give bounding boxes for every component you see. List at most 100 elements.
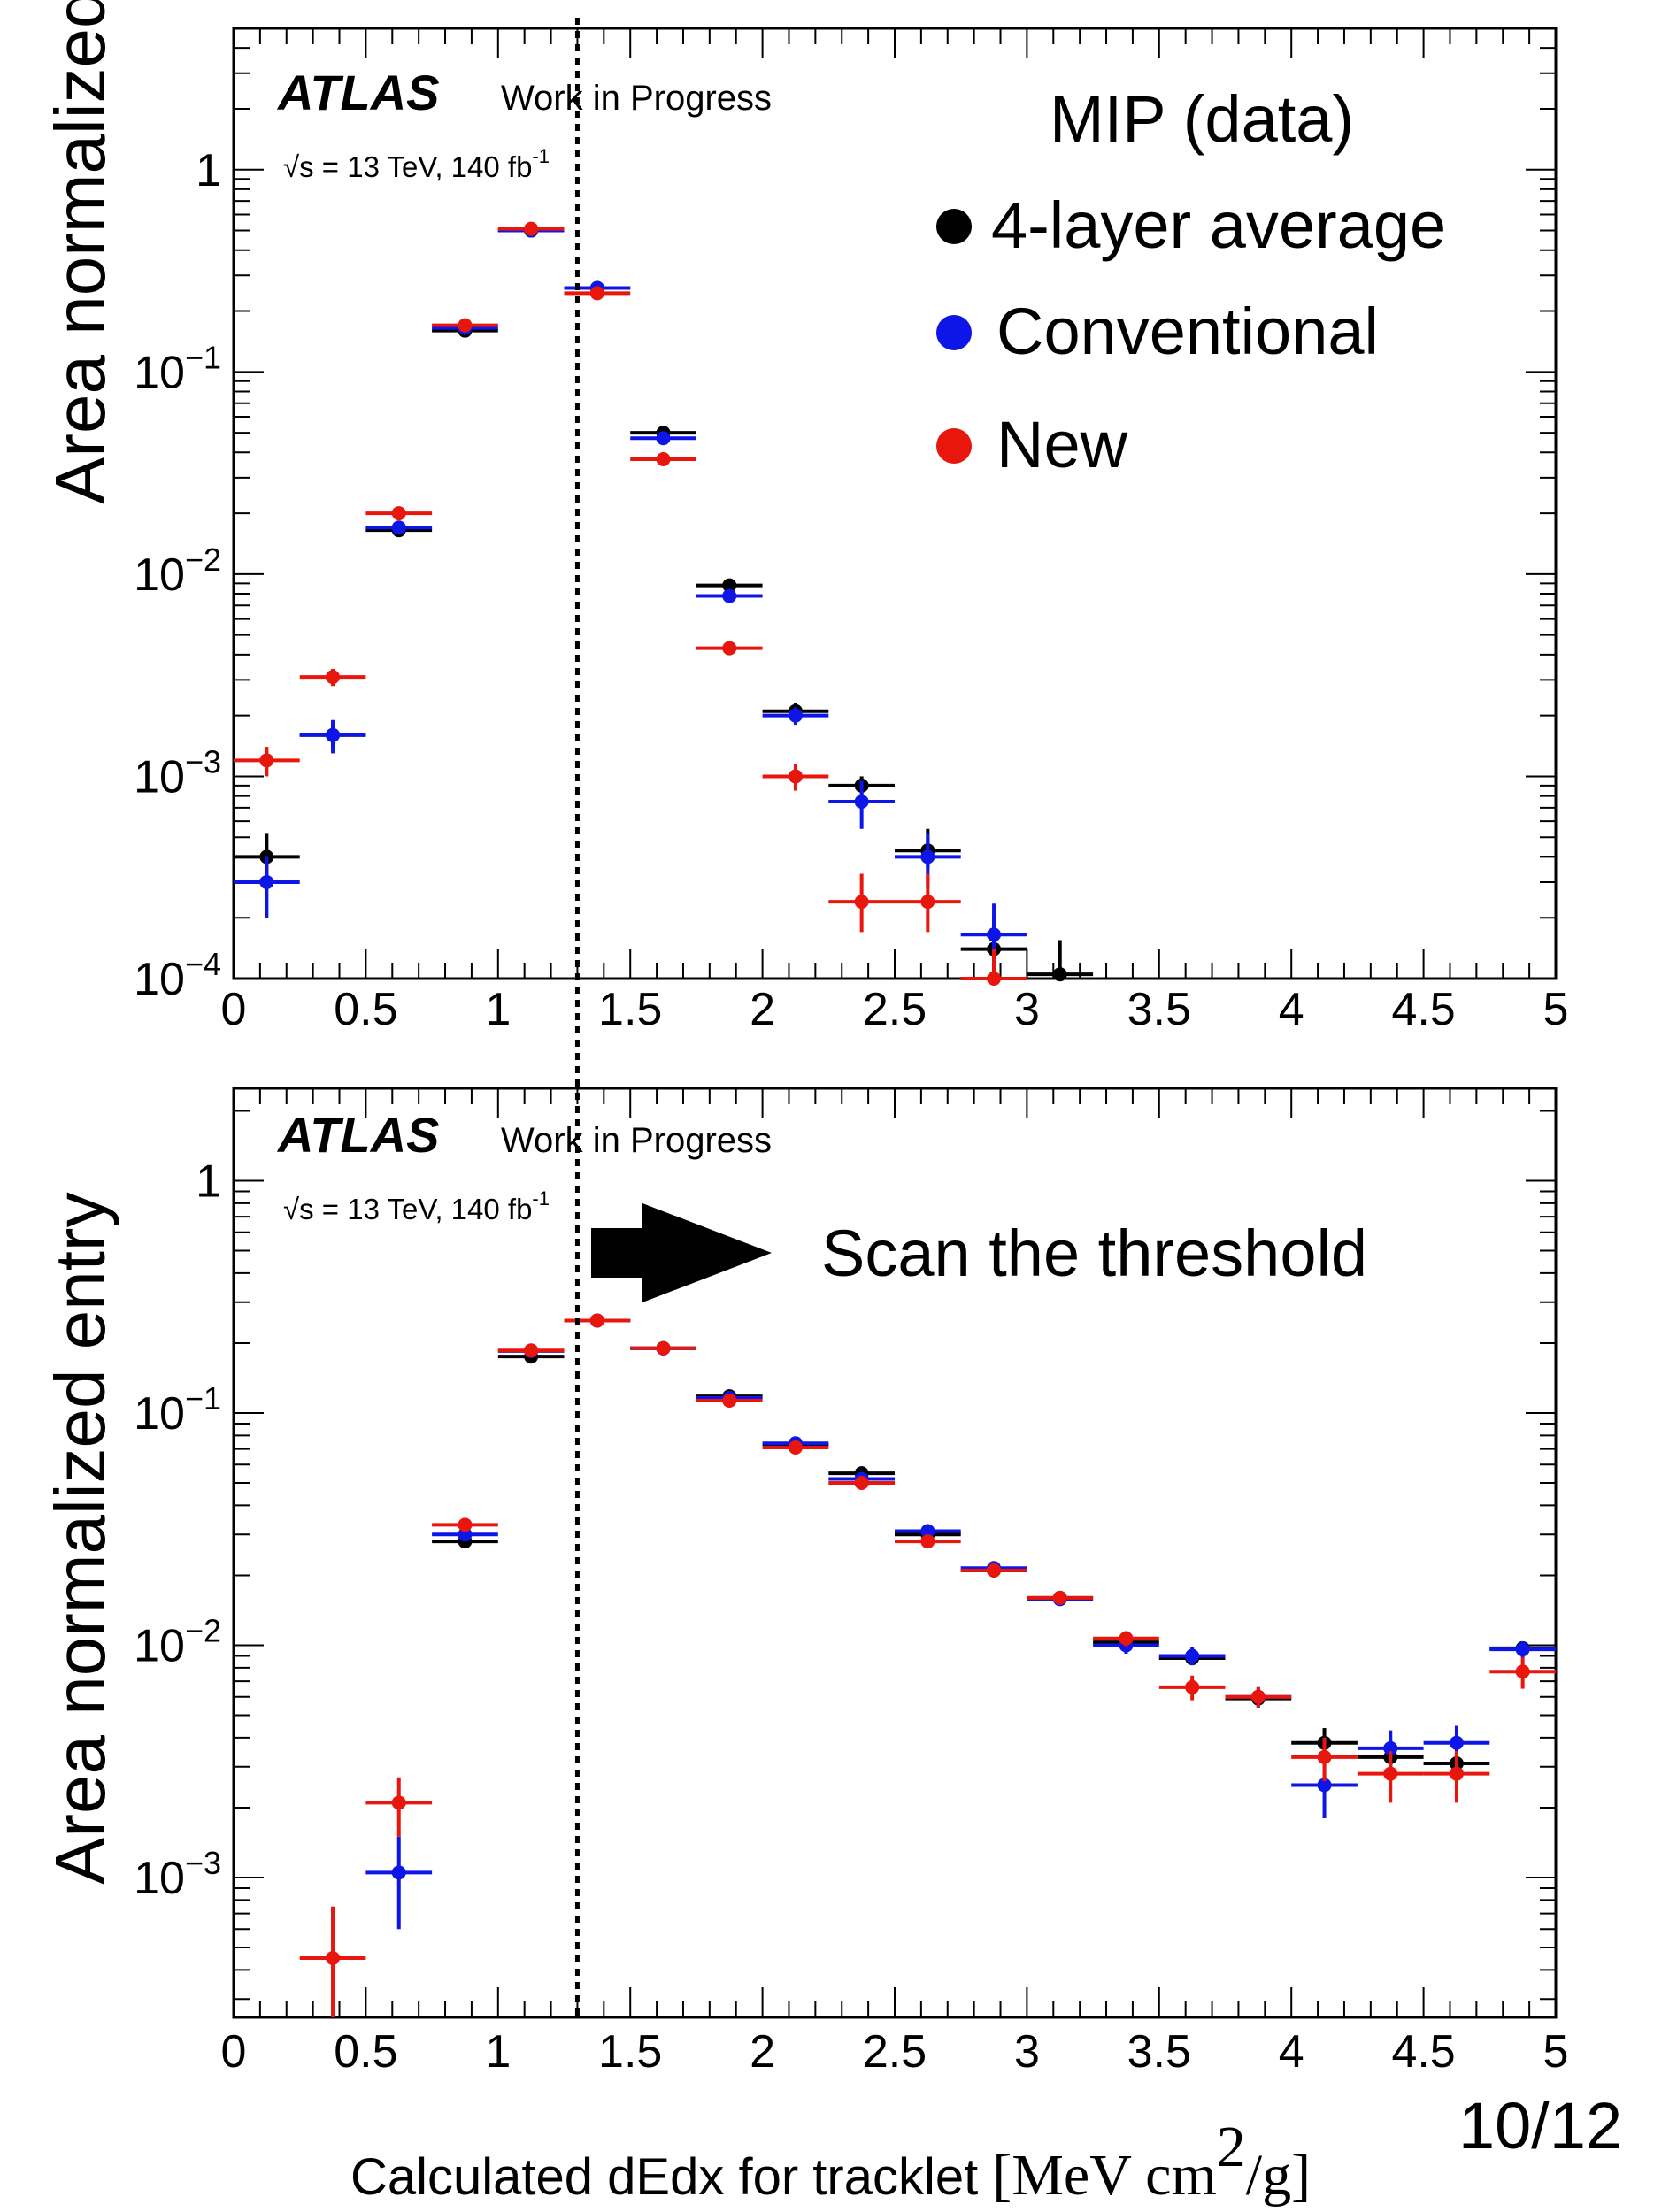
top-data-point <box>524 221 539 236</box>
top-x-tick-label: 4.5 <box>1391 984 1455 1035</box>
bottom-data-point <box>1185 1679 1200 1694</box>
bottom-data-point <box>1383 1766 1398 1781</box>
top-data-point <box>920 895 935 910</box>
bottom-data-point <box>722 1394 737 1409</box>
bottom-data-point <box>1449 1766 1464 1781</box>
top-data-point <box>1052 967 1067 982</box>
top-panel: 0 0.5 1 1.5 2 2.5 3 3.5 4 4.5 5 1 10−1 10−2 10−3 10−4 A… <box>41 0 1568 1035</box>
top-y-tick-label: 10−3 <box>134 743 221 803</box>
bottom-x-tick-label: 0.5 <box>334 2026 397 2078</box>
legend-marker <box>936 315 972 350</box>
x-axis-unit: [MeV cm <box>992 2143 1217 2208</box>
bottom-x-tick-label: 1.5 <box>598 2026 662 2078</box>
bottom-data-point <box>656 1340 671 1356</box>
top-data-point <box>788 708 803 723</box>
bottom-data-point <box>1185 1648 1200 1663</box>
top-y-tick-label: 10−1 <box>134 339 221 398</box>
bottom-y-tick-label: 10−2 <box>134 1612 221 1671</box>
top-data-point <box>722 578 737 593</box>
x-axis-label: Calculated dEdx for tracklet [MeV cm2/g] <box>350 2115 1311 2208</box>
top-tick-labels: 0 0.5 1 1.5 2 2.5 3 3.5 4 4.5 5 1 10−1 10−2 10−3 10−4 <box>134 145 1568 1035</box>
top-data-point <box>259 753 274 768</box>
top-y-tick-label: 1 <box>196 145 221 196</box>
legend: 4-layer average Conventional New <box>936 188 1446 481</box>
bottom-data-point <box>458 1517 473 1532</box>
bottom-x-tick-label: 1 <box>485 2026 511 2078</box>
top-x-tick-label: 5 <box>1543 984 1569 1035</box>
top-data-point <box>987 972 1002 986</box>
page-number: 10/12 <box>1458 2089 1622 2162</box>
bottom-series-red <box>299 1313 1556 2017</box>
top-data-point <box>458 318 473 333</box>
bottom-data-point <box>987 1563 1002 1578</box>
top-data-point <box>854 895 869 910</box>
bottom-x-tick-label: 2.5 <box>863 2026 927 2078</box>
top-x-tick-label: 3 <box>1014 984 1040 1035</box>
bottom-data-point <box>391 1795 406 1810</box>
bottom-series-black <box>432 1313 1556 1782</box>
top-status-label: Work in Progress <box>501 79 772 118</box>
top-y-tick-label: 10−4 <box>134 946 221 1005</box>
bottom-data-point <box>326 1950 341 1965</box>
bottom-data-point <box>1449 1735 1464 1750</box>
top-data-point <box>391 506 406 521</box>
top-x-tick-label: 3.5 <box>1127 984 1191 1035</box>
bottom-y-tick-label: 10−3 <box>134 1845 221 1904</box>
top-data-point <box>589 286 604 301</box>
bottom-data-point <box>920 1524 935 1539</box>
bottom-energy-label: √s = 13 TeV, 140 fb-1 <box>283 1187 550 1225</box>
bottom-data-point <box>1250 1689 1266 1704</box>
bottom-series-blue <box>365 1313 1556 1930</box>
bottom-x-tick-label: 4.5 <box>1391 2026 1455 2078</box>
bottom-data-marks <box>299 1313 1556 2017</box>
top-data-point <box>391 520 406 535</box>
legend-item: New <box>936 408 1128 481</box>
bottom-data-point <box>788 1440 803 1455</box>
bottom-x-tick-label: 0 <box>221 2026 247 2078</box>
top-data-point <box>326 727 341 742</box>
x-axis-unit-end: /g] <box>1246 2143 1311 2208</box>
top-data-point <box>326 670 341 685</box>
top-x-tick-label: 4 <box>1279 984 1304 1035</box>
bottom-data-point <box>1383 1740 1398 1755</box>
top-y-tick-label: 10−2 <box>134 541 221 601</box>
top-x-tick-label: 0.5 <box>334 984 397 1035</box>
x-axis-unit-sup: 2 <box>1217 2115 1246 2179</box>
legend-label: Conventional <box>996 295 1379 368</box>
top-energy-text: √s = 13 TeV, 140 fb <box>283 150 532 183</box>
bottom-axis-ticks <box>233 1088 1557 2017</box>
top-x-tick-label: 1.5 <box>598 984 662 1035</box>
bottom-data-point <box>1052 1590 1067 1605</box>
top-data-point <box>722 588 737 603</box>
bottom-status-label: Work in Progress <box>501 1121 772 1160</box>
top-data-point <box>854 794 869 809</box>
bottom-atlas-label: ATLAS <box>276 1107 440 1163</box>
top-series-red <box>234 221 1027 986</box>
bottom-x-tick-label: 2 <box>750 2026 775 2078</box>
top-energy-sup: -1 <box>532 145 550 167</box>
legend-item: Conventional <box>936 295 1379 368</box>
bottom-data-point <box>391 1865 406 1880</box>
bottom-data-point <box>589 1313 604 1328</box>
bottom-x-tick-label: 3 <box>1014 2026 1040 2078</box>
bottom-data-point <box>1515 1664 1530 1679</box>
legend-label: 4-layer average <box>991 188 1446 262</box>
bottom-x-tick-label: 5 <box>1543 2026 1569 2078</box>
bottom-data-point <box>1317 1749 1332 1764</box>
legend-label: New <box>996 408 1128 481</box>
top-data-point <box>920 849 935 864</box>
bottom-tick-labels: 0 0.5 1 1.5 2 2.5 3 3.5 4 4.5 5 1 10−1 10−2 10−3 <box>134 1156 1568 2078</box>
top-x-tick-label: 1 <box>485 984 511 1035</box>
bottom-data-point <box>524 1343 539 1358</box>
top-data-point <box>987 927 1002 942</box>
top-x-tick-label: 0 <box>221 984 247 1035</box>
top-y-axis-label: Area normalized entry <box>41 0 119 504</box>
top-atlas-label: ATLAS <box>276 65 440 120</box>
top-series-blue <box>234 223 1027 967</box>
legend-item: 4-layer average <box>936 188 1446 262</box>
arrow-right-icon <box>591 1203 772 1302</box>
top-energy-label: √s = 13 TeV, 140 fb-1 <box>283 145 550 183</box>
bottom-data-point <box>1317 1778 1332 1793</box>
bottom-y-tick-label: 10−1 <box>134 1380 221 1440</box>
